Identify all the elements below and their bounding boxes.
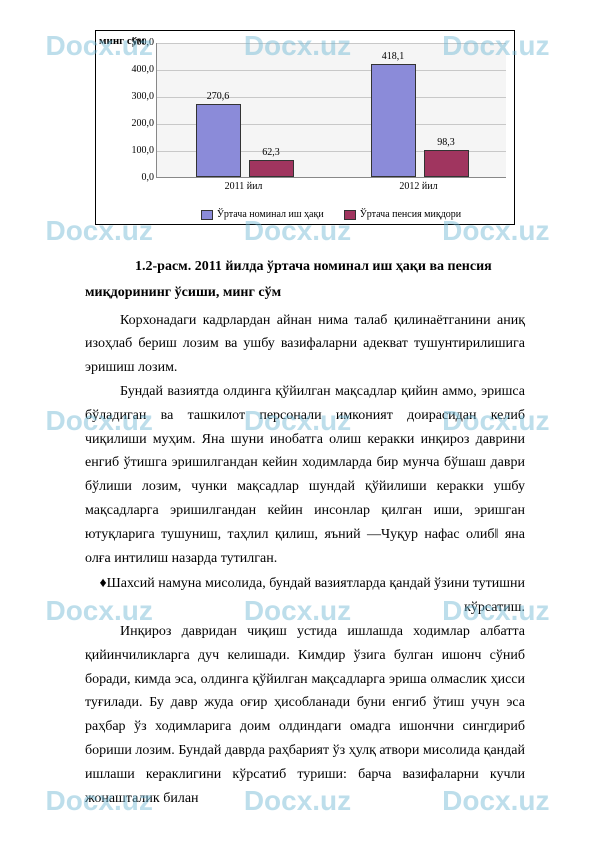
chart-ytick: 300,0 <box>116 91 154 102</box>
paragraph: Корхонадаги кадрлардан айнан нима талаб … <box>85 309 525 380</box>
chart-gridline <box>157 43 506 44</box>
legend-item: Ўртача номинал иш ҳақи <box>201 209 324 220</box>
chart-bar-label: 98,3 <box>437 137 455 148</box>
legend-item: Ўртача пенсия миқдори <box>344 209 461 220</box>
figure-caption: миқдорининг ўсиши, минг сўм <box>85 281 525 305</box>
legend-swatch <box>201 210 213 220</box>
paragraph: Инқироз давридан чиқиш устида ишлашда хо… <box>85 620 525 810</box>
document-body: 1.2-расм. 2011 йилда ўртача номинал иш ҳ… <box>85 255 525 810</box>
chart-gridline <box>157 70 506 71</box>
chart-bar <box>249 160 294 177</box>
paragraph: Бундай вазиятда олдинга қўйилган мақсадл… <box>85 380 525 570</box>
bar-chart: минг сўм 270,662,3418,198,3 0,0100,0200,… <box>95 30 515 225</box>
legend-label: Ўртача номинал иш ҳақи <box>217 209 324 220</box>
chart-bar-label: 62,3 <box>262 147 280 158</box>
chart-ytick: 400,0 <box>116 64 154 75</box>
chart-ytick: 100,0 <box>116 145 154 156</box>
chart-ytick: 200,0 <box>116 118 154 129</box>
chart-legend: Ўртача номинал иш ҳақи Ўртача пенсия миқ… <box>156 209 506 220</box>
chart-xtick: 2011 йил <box>225 181 263 192</box>
legend-label: Ўртача пенсия миқдори <box>360 209 461 220</box>
chart-plot-area: 270,6 62,3 418,1 98,3 <box>156 43 506 178</box>
chart-ytick: 0,0 <box>116 172 154 183</box>
chart-bar <box>424 150 469 177</box>
chart-xtick: 2012 йил <box>399 181 437 192</box>
figure-caption: 1.2-расм. 2011 йилда ўртача номинал иш ҳ… <box>85 255 525 279</box>
chart-bar-label: 418,1 <box>382 51 405 62</box>
chart-bar-label: 270,6 <box>207 91 230 102</box>
chart-bar <box>196 104 241 177</box>
legend-swatch <box>344 210 356 220</box>
bullet-paragraph: ♦Шахсий намуна мисолида, бундай вазиятла… <box>85 572 525 620</box>
chart-ytick: 500,0 <box>116 37 154 48</box>
chart-bar <box>371 64 416 177</box>
